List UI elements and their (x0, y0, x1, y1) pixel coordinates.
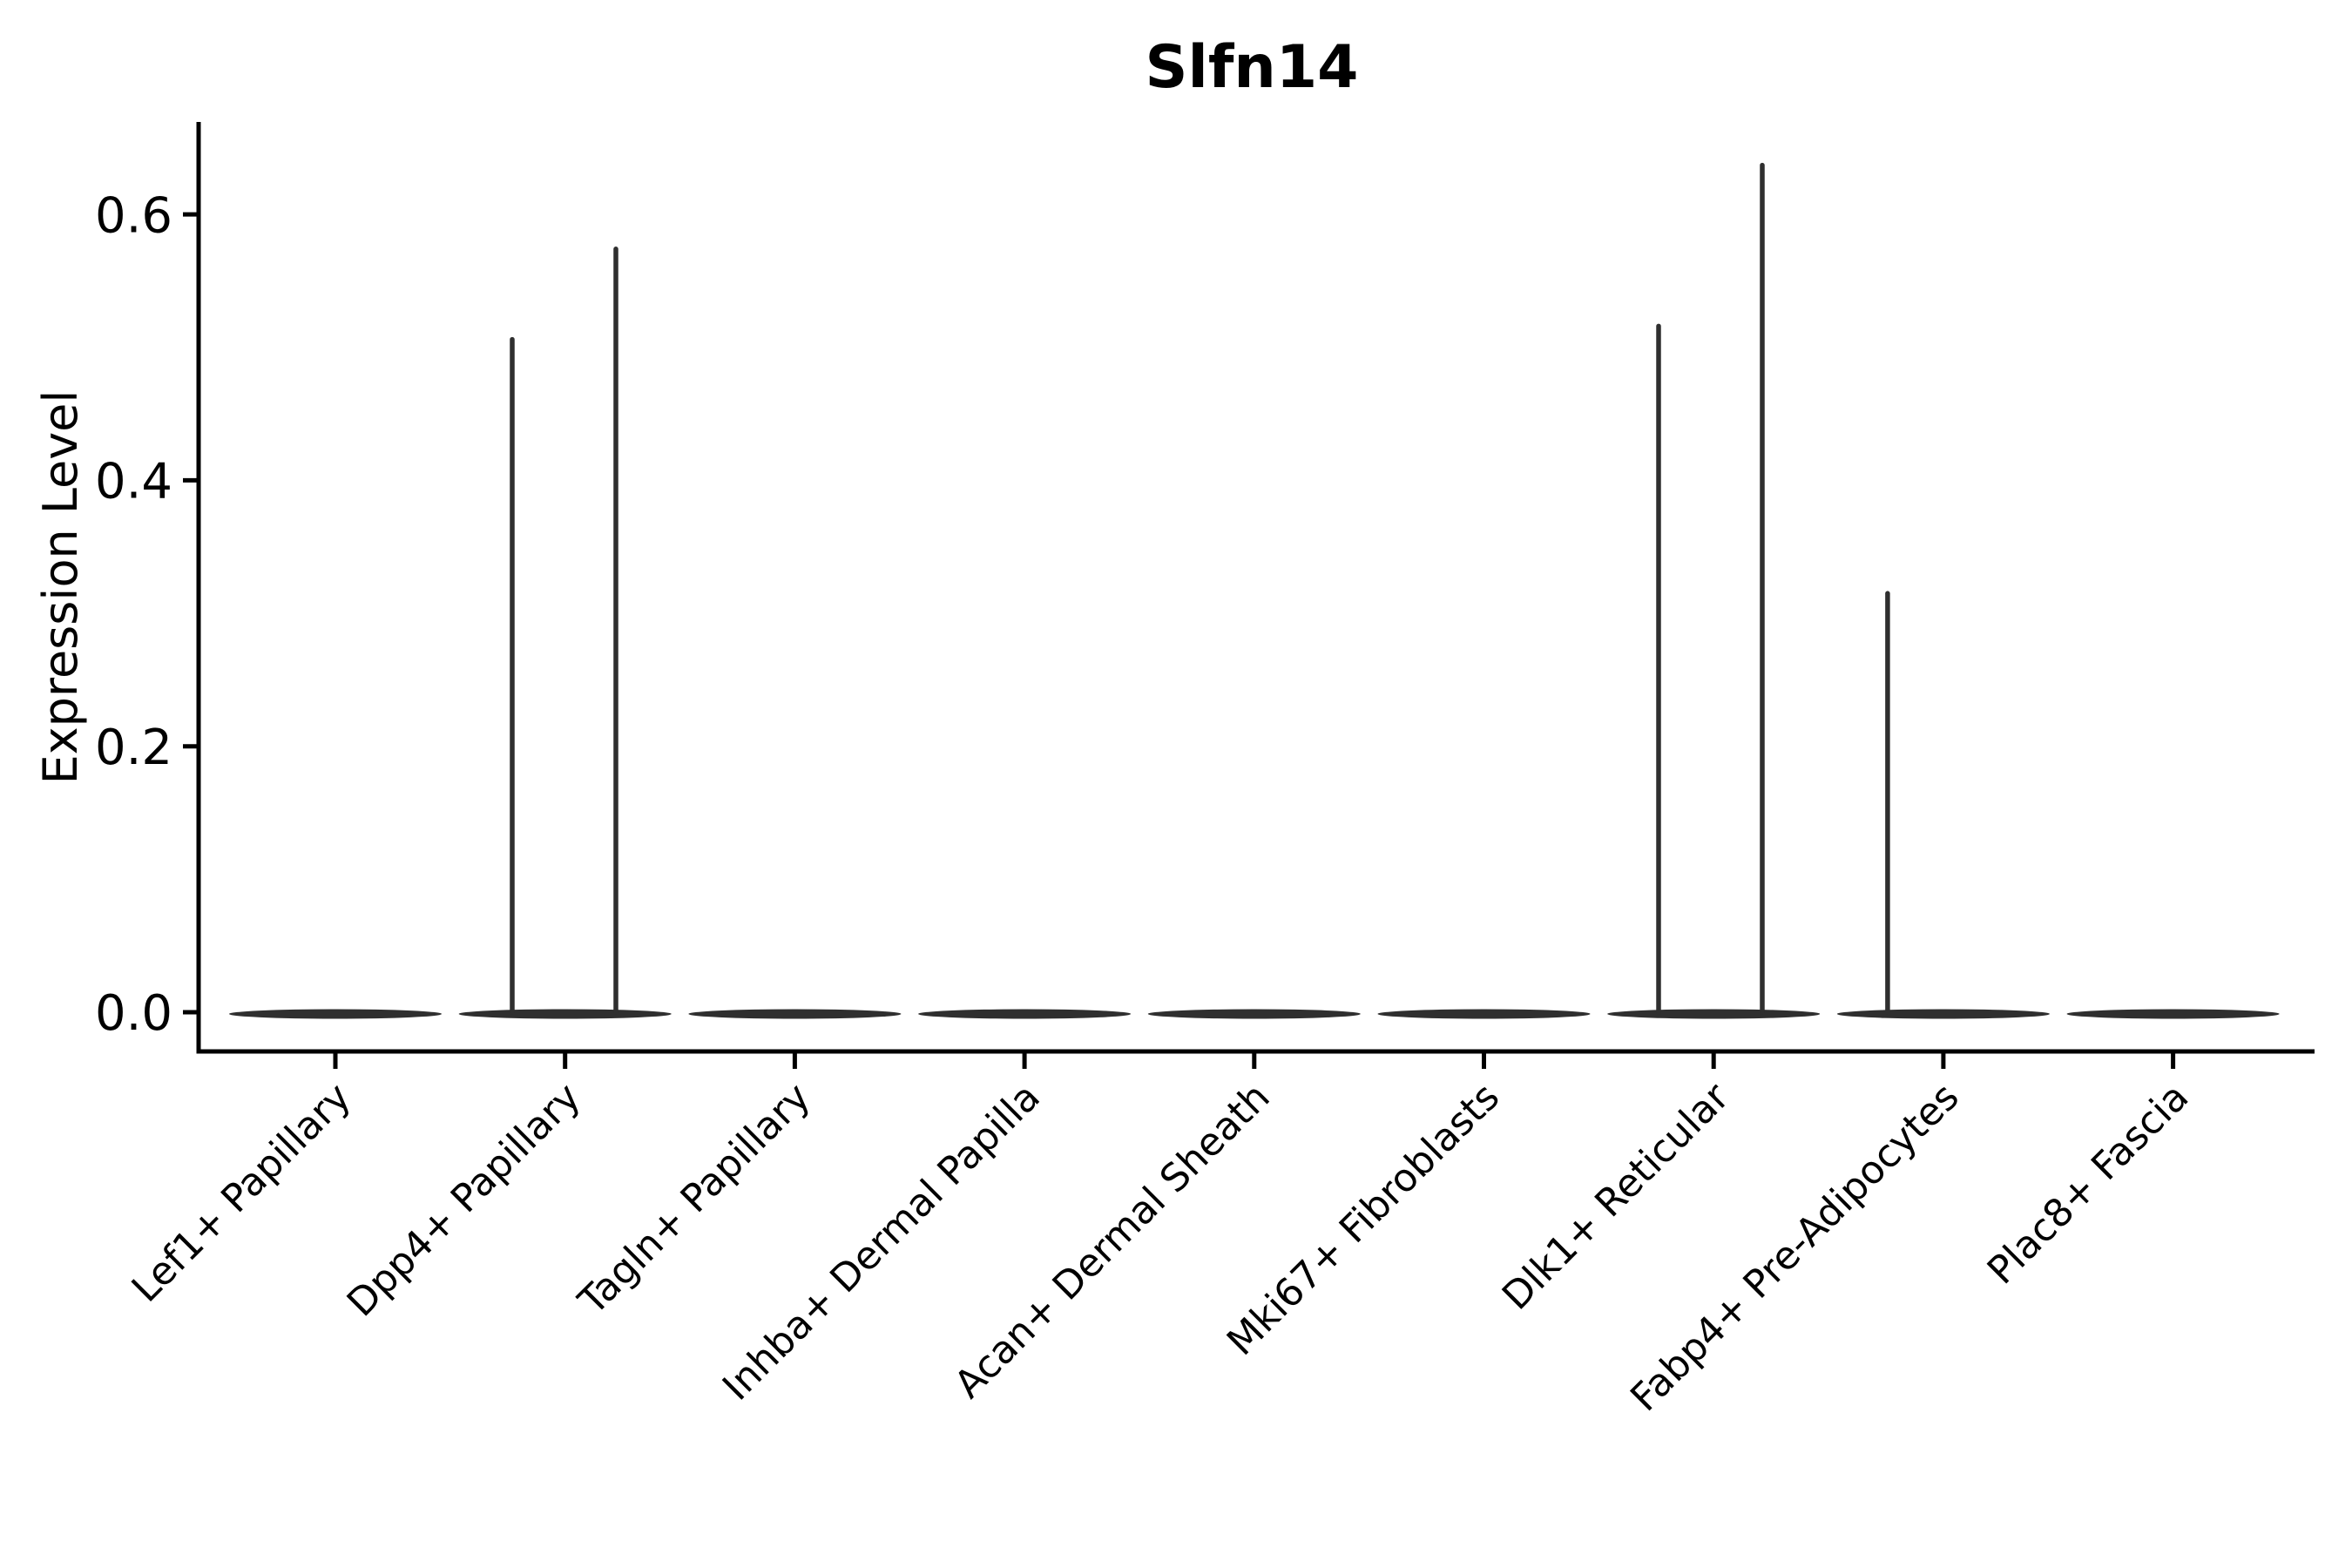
violin-body (918, 1009, 1132, 1019)
chart-title: Slfn14 (1146, 33, 1359, 102)
violin-body (2066, 1009, 2280, 1019)
violin-body (688, 1009, 902, 1019)
violin-body (1377, 1009, 1591, 1019)
violin-body (1147, 1009, 1361, 1019)
x-tick-label: Tagln+ Papillary (570, 1075, 819, 1324)
y-tick-label: 0.4 (95, 454, 172, 510)
violin-body (229, 1009, 442, 1019)
violin-body (1607, 1009, 1821, 1019)
x-tick-label: Plac8+ Fascia (1979, 1075, 2198, 1294)
violin-body (1836, 1009, 2050, 1019)
y-axis-label: Expression Level (33, 390, 88, 785)
x-tick-label: Dpp4+ Papillary (339, 1075, 590, 1326)
y-tick-label: 0.2 (95, 720, 172, 776)
x-tick-label: Lef1+ Papillary (124, 1075, 360, 1311)
y-tick-label: 0.6 (95, 187, 172, 244)
y-tick-label: 0.0 (95, 985, 172, 1042)
violin-body (458, 1009, 672, 1019)
x-tick-label: Dlk1+ Reticular (1494, 1074, 1739, 1319)
